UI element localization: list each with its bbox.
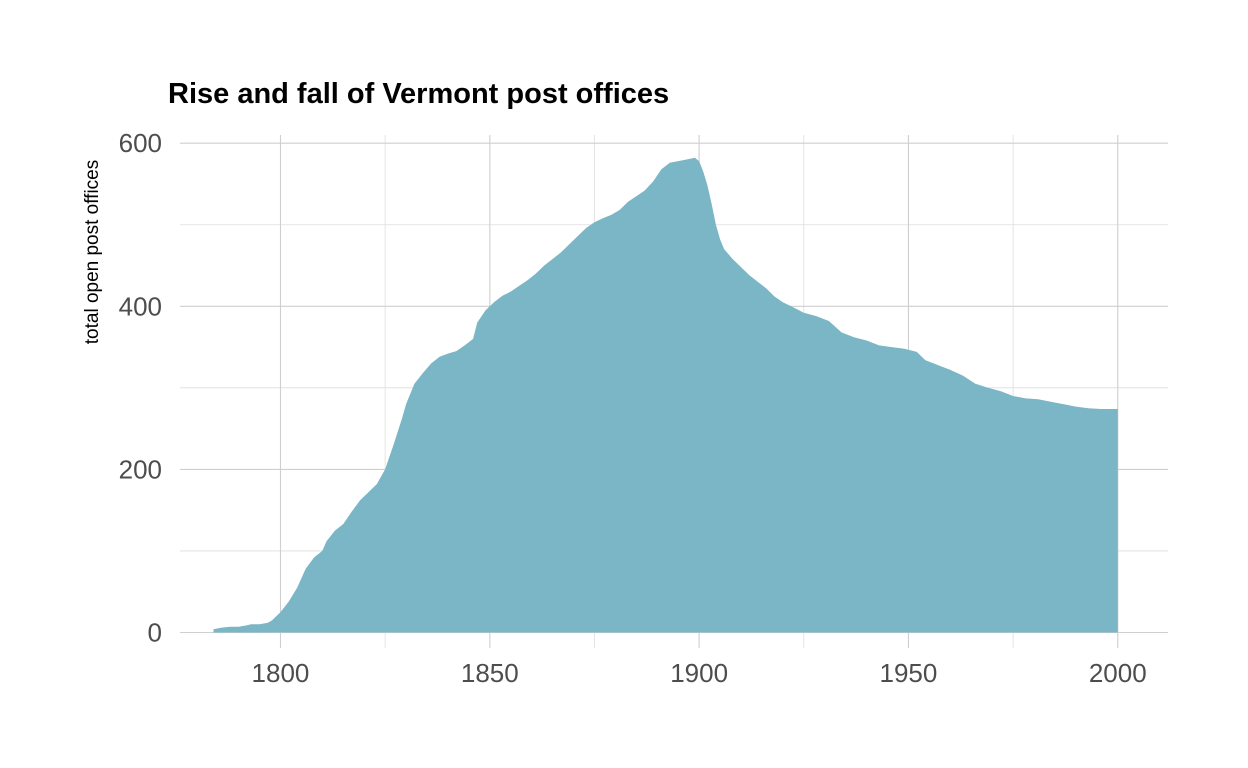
y-axis-title: total open post offices [82, 160, 103, 345]
x-tick-label: 2000 [1089, 658, 1147, 688]
chart-title: Rise and fall of Vermont post offices [168, 78, 669, 110]
x-axis-tick-labels: 1800 1850 1900 1950 2000 [252, 658, 1147, 688]
y-tick-label: 600 [119, 128, 162, 158]
x-tick-label: 1800 [252, 658, 310, 688]
y-tick-label: 400 [119, 291, 162, 321]
x-tick-label: 1950 [880, 658, 938, 688]
area-fill [213, 157, 1118, 633]
y-tick-label: 200 [119, 454, 162, 484]
area-series [213, 157, 1118, 633]
x-tick-label: 1850 [461, 658, 519, 688]
x-tick-label: 1900 [670, 658, 728, 688]
y-axis-tick-labels: 0 200 400 600 [119, 128, 162, 647]
y-tick-label: 0 [148, 618, 162, 648]
